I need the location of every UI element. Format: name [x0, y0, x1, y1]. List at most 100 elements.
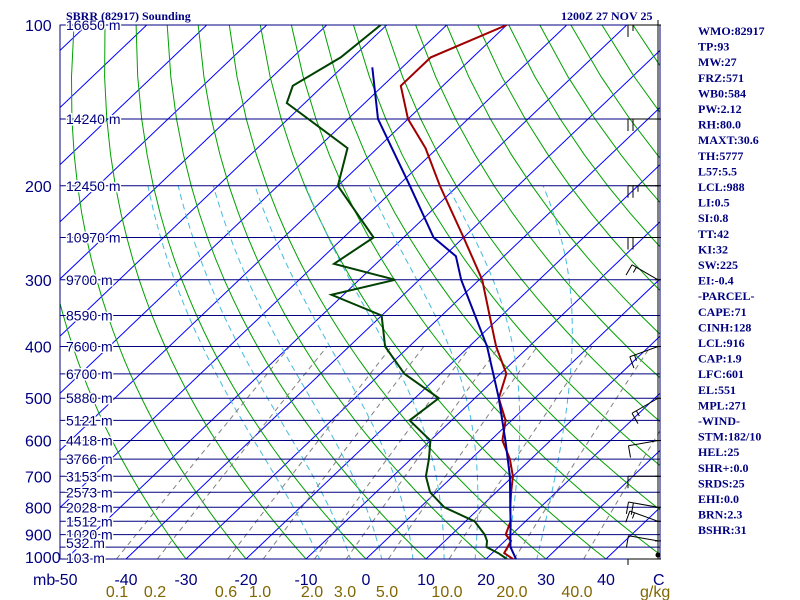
height-label: 6700 m: [66, 366, 113, 382]
height-label: 7600 m: [66, 339, 113, 355]
index-entry: LCL:988: [698, 180, 745, 194]
isotherm-line: [60, 25, 268, 223]
temperature-tick-label: 40: [597, 572, 615, 589]
dry-adiabat-line: [290, 25, 660, 556]
wind-barb-flag: [625, 510, 631, 523]
moist-adiabat-line: [147, 185, 320, 559]
height-label: 4418 m: [66, 433, 113, 449]
wind-barb-flag: [629, 356, 635, 369]
moist-adiabat-line: [536, 185, 573, 559]
wind-barb-flag: [627, 445, 632, 458]
dry-adiabat-line: [166, 25, 427, 559]
dry-adiabat-line: [384, 25, 660, 423]
isotherm-line: [60, 25, 568, 509]
pressure-unit-label: mb: [33, 572, 55, 589]
dry-adiabat-line: [70, 25, 247, 559]
chart-grid: [59, 24, 661, 560]
moist-adiabat-line: [212, 185, 383, 559]
index-entry: TP:93: [698, 40, 729, 54]
index-entry: EL:551: [698, 383, 736, 397]
index-entry: RH:80.0: [698, 118, 741, 132]
index-entry: CAPE:71: [698, 305, 747, 319]
index-entry: LFC:601: [698, 367, 744, 381]
wind-barb-flag: [630, 502, 634, 515]
isotherm-line: [245, 164, 660, 559]
isotherm-line: [60, 25, 328, 280]
isotherm-line: [60, 25, 208, 166]
height-label: 5880 m: [66, 390, 113, 406]
temperature-tick-label: 30: [537, 572, 555, 589]
height-label: 9700 m: [66, 272, 113, 288]
index-entry: LI:0.5: [698, 196, 730, 210]
pressure-tick-label: 400: [25, 340, 52, 357]
mixing-ratio-tick-label: 0.6: [215, 584, 237, 600]
isotherm-line: [485, 392, 660, 559]
mixing-ratio-unit-label: g/kg: [640, 584, 670, 600]
dry-adiabat-line: [321, 25, 660, 511]
isotherm-line: [425, 335, 660, 559]
dry-adiabat-line: [228, 25, 547, 559]
temperature-unit-label: C: [653, 572, 665, 589]
temperature-tick-label: -30: [174, 572, 197, 589]
index-entry: SI:0.8: [698, 211, 728, 225]
height-label: 3153 m: [66, 468, 113, 484]
chart-time: 1200Z 27 NOV 25: [561, 9, 652, 23]
temperature-tick-label: -20: [234, 572, 257, 589]
pressure-tick-label: 800: [25, 500, 52, 517]
pressure-tick-label: 700: [25, 469, 52, 486]
index-entry: EI:-0.4: [698, 274, 734, 288]
height-label: 532 m: [66, 535, 105, 551]
temperature-tick-label: -40: [114, 572, 137, 589]
pressure-tick-label: 1000: [25, 550, 61, 567]
height-label: 8590 m: [66, 308, 113, 324]
dry-adiabat-line: [353, 25, 660, 467]
series-group: [285, 25, 517, 559]
isotherm-line: [60, 25, 388, 337]
height-label: 14240 m: [66, 111, 120, 127]
index-entry: WB0:584: [698, 86, 746, 100]
pressure-tick-label: 100: [25, 18, 52, 35]
dry-adiabat-line: [104, 25, 307, 559]
wind-barb-shaft: [628, 535, 659, 542]
wind-barb-flag: [635, 410, 640, 417]
index-entry: BSHR:31: [698, 523, 747, 537]
temperature-tick-label: -50: [54, 572, 77, 589]
dry-adiabat-line: [135, 25, 367, 559]
mixing-ratio-tick-label: 1.0: [249, 584, 271, 600]
height-label: 5121 m: [66, 412, 113, 428]
wind-barb-flag: [625, 501, 629, 514]
dry-adiabat-line: [259, 25, 607, 559]
wind-barb-flag: [631, 512, 635, 519]
height-label: 103 m: [66, 550, 105, 566]
height-label: 10970 m: [66, 229, 120, 245]
moist-adiabat-line: [177, 185, 352, 559]
index-entry: SRDS:25: [698, 476, 745, 490]
pressure-tick-label: 600: [25, 434, 52, 451]
pressure-tick-label: 500: [25, 391, 52, 408]
wind-barb-shaft: [628, 440, 659, 447]
temperature-line: [399, 25, 514, 559]
index-entry: STM:182/10: [698, 430, 761, 444]
pressure-tick-label: 300: [25, 273, 52, 290]
mixing-ratio-tick-label: 5.0: [376, 584, 398, 600]
wind-barb-flag: [625, 535, 629, 548]
dry-adiabat-line: [415, 25, 660, 379]
temperature-tick-label: -10: [294, 572, 317, 589]
temperature-tick-label: 20: [477, 572, 495, 589]
pressure-tick-label: 900: [25, 528, 52, 545]
index-entry: SW:225: [698, 258, 738, 272]
calm-wind-marker: [655, 552, 661, 558]
height-label: 1512 m: [66, 513, 113, 529]
moist-adiabat-line: [254, 185, 414, 559]
index-entry: -PARCEL-: [698, 289, 754, 303]
height-label: 16650 m: [66, 17, 120, 33]
height-label: 1020 m: [66, 527, 113, 543]
mixing-ratio-tick-label: 40.0: [561, 584, 592, 600]
index-entry: KI:32: [698, 242, 728, 256]
mixing-ratio-tick-label: 0.2: [144, 584, 166, 600]
height-label: 3766 m: [66, 451, 113, 467]
